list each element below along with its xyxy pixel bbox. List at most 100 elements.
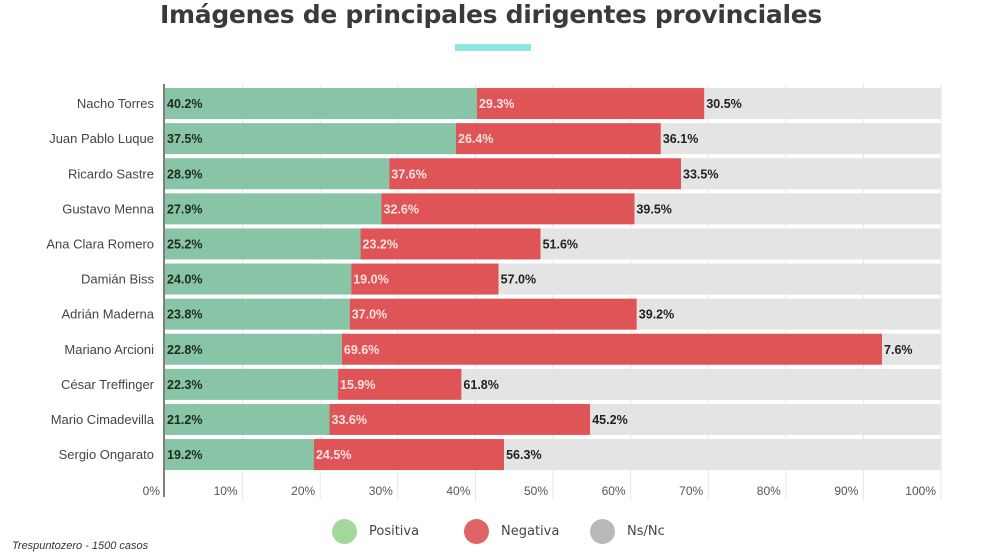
bar-negativa-mariano-arcioni [341,333,883,365]
data-label-positiva: 28.9% [167,167,202,181]
x-tick-label: 100% [905,484,936,498]
category-label: Nacho Torres [77,96,155,111]
bar-ns-nc-nacho-torres [704,88,941,120]
data-label-positiva: 23.8% [167,308,202,322]
data-label-ns-nc: 61.8% [463,378,498,392]
data-label-positiva: 25.2% [167,237,202,251]
data-label-ns-nc: 56.3% [506,448,541,462]
data-label-positiva: 22.8% [167,343,202,357]
title-accent-bar [455,44,531,51]
data-label-positiva: 24.0% [167,273,202,287]
bar-negativa-cesar-treffinger [338,368,462,400]
data-label-negativa: 69.6% [344,343,379,357]
x-tick-label: 80% [757,484,781,498]
bar-ns-nc-mario-cimadevilla [590,403,941,435]
category-label: Mario Cimadevilla [51,412,155,427]
legend-item-negativa: Negativa [464,519,559,544]
bar-ns-nc-cesar-treffinger [461,368,941,400]
category-label: Gustavo Menna [62,201,155,216]
x-tick-label: 70% [679,484,703,498]
bar-positiva-damian-biss [165,263,352,295]
x-tick-label: 30% [369,484,393,498]
bar-ns-nc-sergio-ongarato [504,439,941,471]
category-label: Ricardo Sastre [68,166,154,181]
x-tick-labels: 0% 10% 20% 30% 40% 50% 60% 70% 80% 90% 100% [143,484,937,498]
bar-negativa-ana-clara-romero [360,228,541,260]
legend-swatch-nsnc [590,519,615,544]
category-label: Mariano Arcioni [64,342,154,357]
bar-ns-nc-adrian-maderna [636,298,941,330]
bar-negativa-adrian-maderna [349,298,637,330]
x-tick-label: 40% [446,484,470,498]
bar-positiva-cesar-treffinger [165,368,339,400]
legend-label: Ns/Nc [627,524,665,539]
data-label-negativa: 37.0% [352,308,387,322]
data-label-negativa: 32.6% [384,202,419,216]
bar-positiva-gustavo-menna [165,193,382,225]
bar-negativa-sergio-ongarato [313,439,505,471]
data-label-negativa: 24.5% [316,448,351,462]
bar-negativa-gustavo-menna [381,193,635,225]
data-label-negativa: 37.6% [391,167,426,181]
bar-positiva-mariano-arcioni [165,333,342,365]
bar-negativa-ricardo-sastre [389,158,682,190]
legend: Positiva Negativa Ns/Nc [0,519,982,545]
data-label-negativa: 15.9% [340,378,375,392]
category-label: Damián Biss [81,272,154,287]
bar-negativa-mario-cimadevilla [329,403,591,435]
legend-item-positiva: Positiva [332,519,419,544]
data-label-ns-nc: 45.2% [592,413,627,427]
x-tick-label: 10% [214,484,238,498]
legend-item-nsnc: Ns/Nc [590,519,665,544]
bar-positiva-ana-clara-romero [165,228,361,260]
category-label: Adrián Maderna [62,307,155,322]
data-label-positiva: 40.2% [167,97,202,111]
legend-label: Negativa [501,524,560,539]
data-label-positiva: 27.9% [167,202,202,216]
bar-ns-nc-gustavo-menna [634,193,941,225]
data-label-positiva: 22.3% [167,378,202,392]
data-label-negativa: 29.3% [479,97,514,111]
data-label-positiva: 37.5% [167,132,202,146]
data-label-positiva: 19.2% [167,448,202,462]
category-label: Ana Clara Romero [46,236,154,251]
category-label: César Treffinger [61,377,155,392]
category-labels: Nacho Torres Juan Pablo Luque Ricardo Sast… [46,96,154,462]
data-label-ns-nc: 33.5% [683,167,718,181]
x-tick-label: 0% [143,484,161,498]
data-label-ns-nc: 7.6% [884,343,913,357]
bar-negativa-damian-biss [351,263,499,295]
legend-swatch-positiva [332,519,357,544]
data-label-negativa: 26.4% [458,132,493,146]
bars: 40.2% 29.3% 30.5% 37.5% 26.4% 36.1% 28.9% 37.6%… [165,88,941,471]
bar-positiva-adrian-maderna [165,298,350,330]
bar-negativa-nacho-torres [476,88,705,120]
x-tick-label: 90% [834,484,858,498]
x-tick-label: 50% [524,484,548,498]
data-label-ns-nc: 36.1% [663,132,698,146]
data-label-ns-nc: 30.5% [706,97,741,111]
source-note: Trespuntozero - 1500 casos [12,540,149,552]
stacked-bar-chart: 40.2% 29.3% 30.5% 37.5% 26.4% 36.1% 28.9% 37.6%… [46,84,942,501]
x-tick-label: 60% [602,484,626,498]
bar-ns-nc-damian-biss [498,263,941,295]
bar-positiva-juan-pablo-luque [165,123,456,155]
data-label-ns-nc: 57.0% [501,273,536,287]
x-tick-label: 20% [291,484,315,498]
data-label-ns-nc: 51.6% [543,237,578,251]
bar-positiva-nacho-torres [165,88,477,120]
data-label-negativa: 19.0% [353,273,388,287]
bar-positiva-sergio-ongarato [165,439,314,471]
bar-positiva-mario-cimadevilla [165,403,330,435]
bar-ns-nc-ana-clara-romero [540,228,941,260]
bar-ns-nc-ricardo-sastre [681,158,941,190]
data-label-positiva: 21.2% [167,413,202,427]
chart-title: Imágenes de principales dirigentes provi… [160,0,822,29]
bar-ns-nc-mariano-arcioni [882,333,941,365]
bar-positiva-ricardo-sastre [165,158,390,190]
legend-swatch-negativa [464,519,489,544]
category-label: Sergio Ongarato [59,447,154,462]
data-label-ns-nc: 39.2% [639,308,674,322]
category-label: Juan Pablo Luque [49,131,154,146]
bar-ns-nc-juan-pablo-luque [660,123,941,155]
